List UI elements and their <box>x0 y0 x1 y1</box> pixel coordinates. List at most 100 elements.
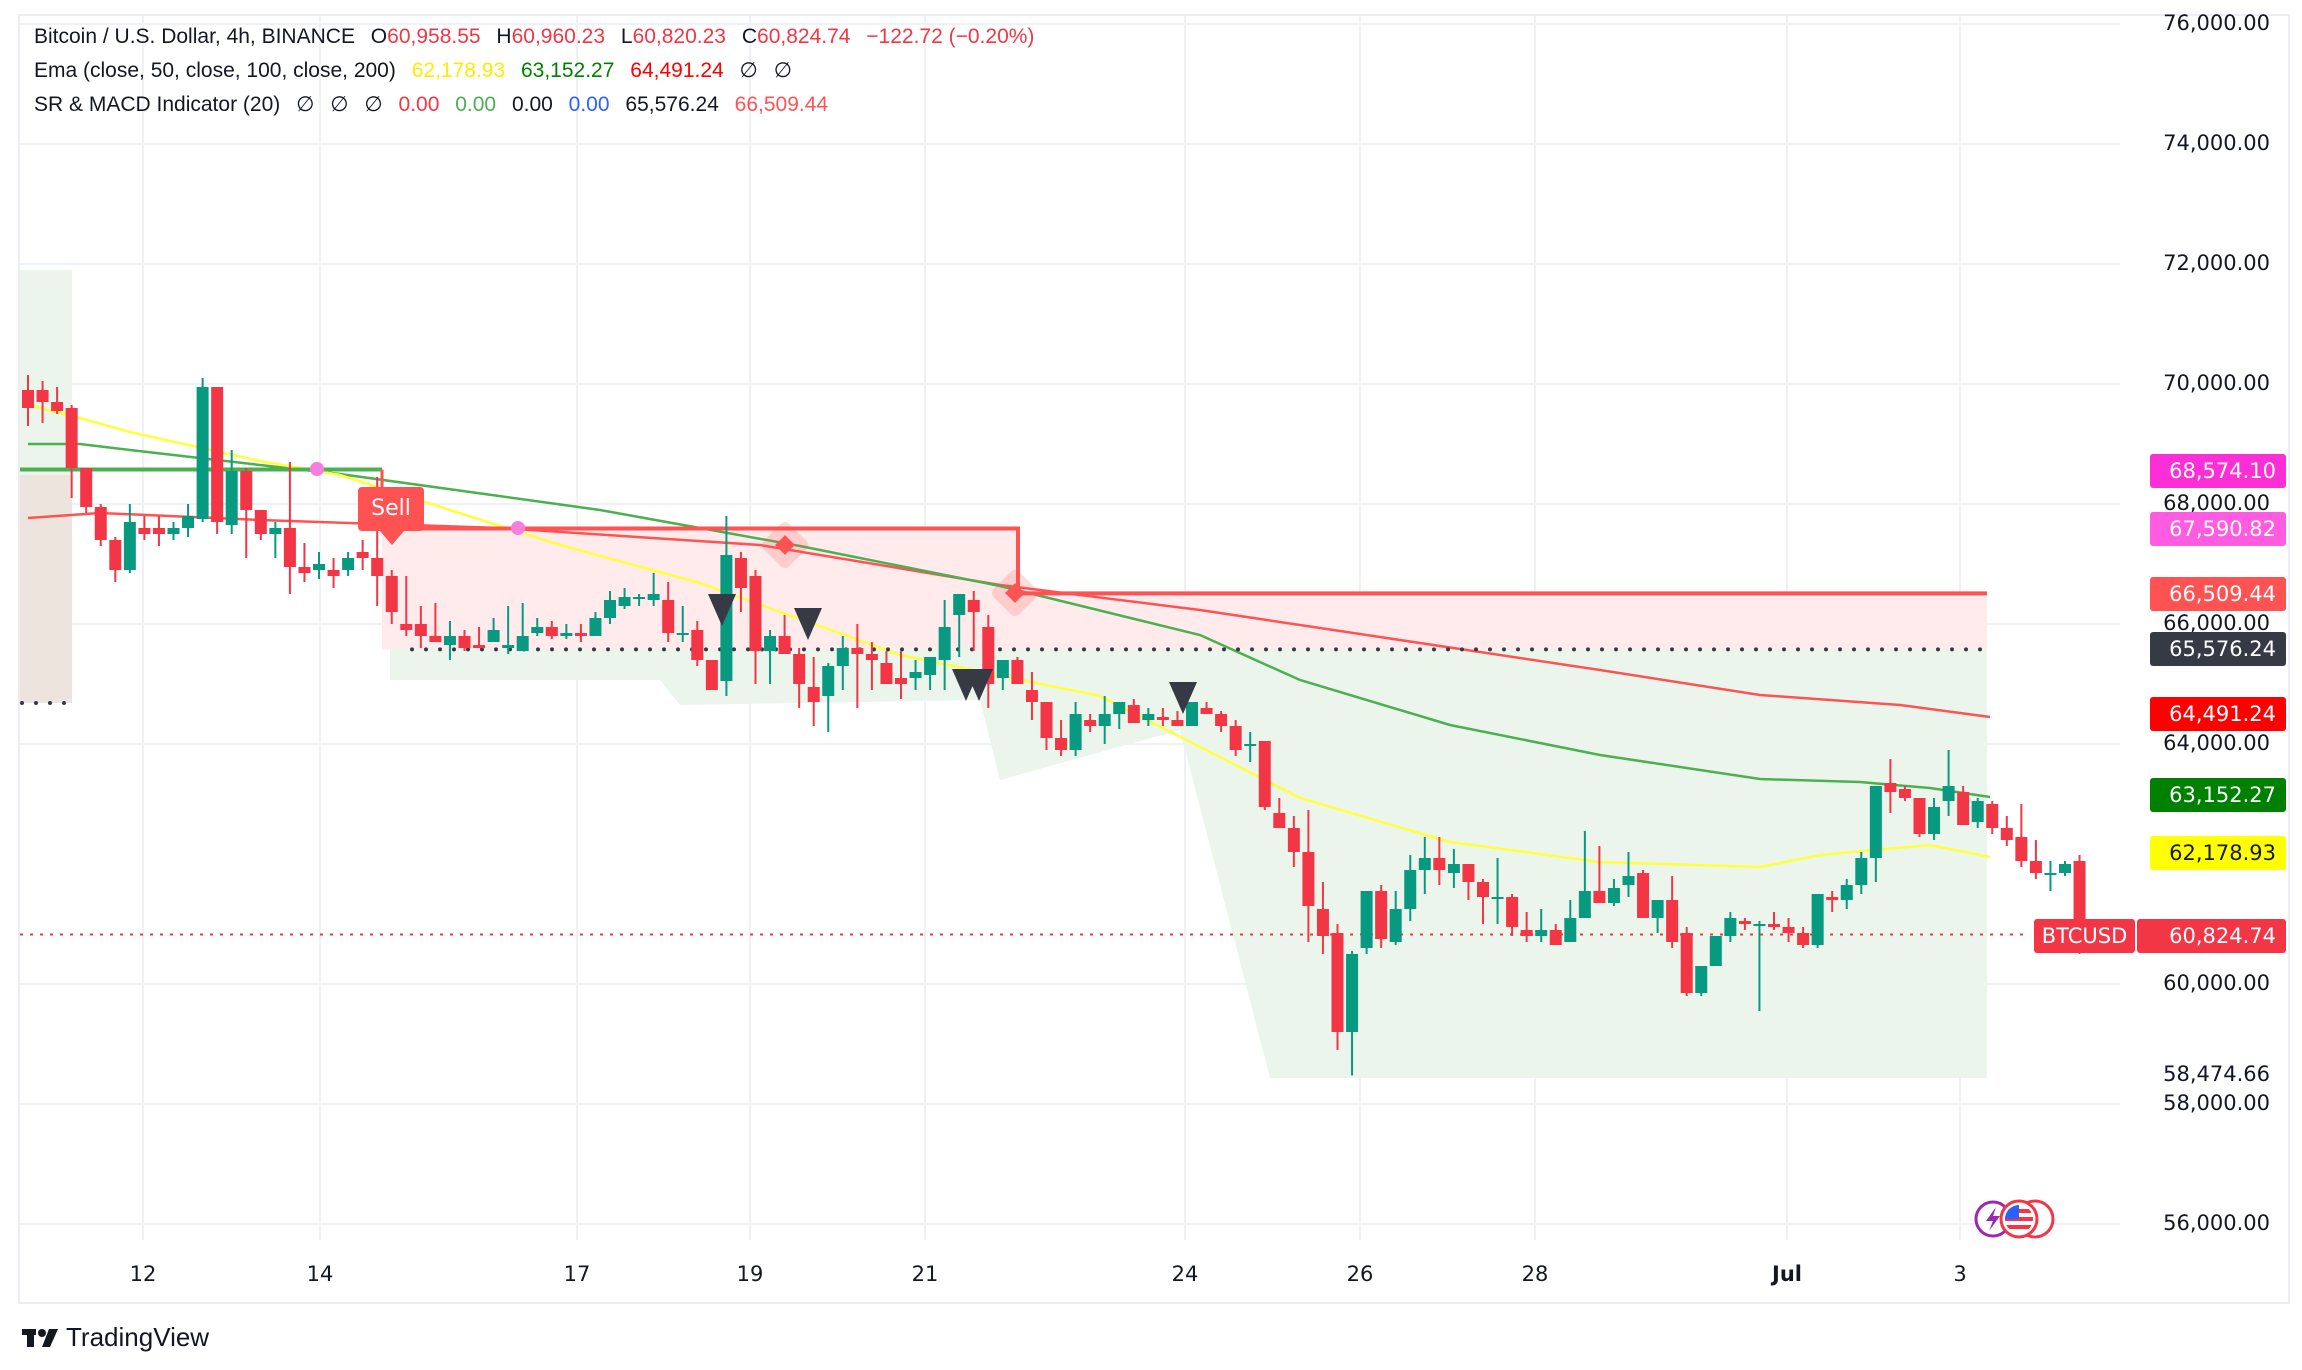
candle-body <box>822 666 835 696</box>
sell-tag-pointer <box>380 531 404 545</box>
tradingview-brand-name: TradingView <box>66 1322 210 1352</box>
candle-body <box>182 516 195 528</box>
candle-body <box>1986 804 1999 828</box>
candle-body <box>487 630 500 642</box>
candle-body <box>400 624 413 630</box>
sell-triangle-icon <box>965 669 993 701</box>
open-label: O <box>370 25 388 48</box>
ema100-line <box>28 442 1991 799</box>
sr-na-value: ∅ <box>330 93 349 116</box>
candle-body <box>1098 714 1111 726</box>
sell-triangle-icon <box>708 594 736 626</box>
candle-body <box>80 468 93 507</box>
candle-body <box>1418 858 1431 870</box>
candle-body <box>2059 864 2071 873</box>
economic-events-icons[interactable] <box>1973 1197 2063 1241</box>
chart-legend: Bitcoin / U.S. Dollar, 4h, BINANCE O60,9… <box>34 20 1044 122</box>
ema100-value: 63,152.27 <box>520 59 615 82</box>
symbol-title[interactable]: Bitcoin / U.S. Dollar, 4h, BINANCE <box>34 25 355 48</box>
candle-body <box>1622 876 1635 885</box>
candle-body <box>254 510 267 534</box>
sr-na-value: ∅ <box>364 93 383 116</box>
price-tick: 74,000.00 <box>2163 131 2270 155</box>
candle-body <box>1928 807 1941 834</box>
candle-body <box>1127 705 1140 723</box>
candle-body <box>1884 783 1897 792</box>
candle-body <box>793 654 806 684</box>
sr-support-value: 65,576.24 <box>625 93 719 116</box>
candle-body <box>211 387 224 522</box>
zone-green <box>390 649 1987 1078</box>
candle-body <box>1011 660 1024 684</box>
close-label: C <box>741 25 758 48</box>
candle-body <box>1826 897 1839 900</box>
candle-body <box>1477 882 1489 897</box>
candle-body <box>502 645 515 648</box>
candle-body <box>589 618 602 636</box>
pivot-dot <box>511 521 525 535</box>
candle-body <box>676 633 689 635</box>
candle-body <box>633 597 646 599</box>
time-tick: Jul <box>1772 1262 1802 1286</box>
candle-body <box>51 402 64 411</box>
candle-body <box>967 600 980 612</box>
candle-body <box>1666 900 1679 942</box>
badge-67590: 67,590.82 <box>2150 512 2286 546</box>
candle-body <box>1491 897 1504 899</box>
candle-body <box>196 387 209 519</box>
price-tick: 68,000.00 <box>2163 491 2270 515</box>
candle-body <box>909 672 922 678</box>
candle-body <box>1738 921 1751 924</box>
candle-body <box>545 627 558 636</box>
candle-body <box>1535 930 1548 936</box>
price-tick: 58,000.00 <box>2163 1091 2270 1115</box>
candle-body <box>1607 888 1620 903</box>
ema-indicator-title[interactable]: Ema (close, 50, close, 100, close, 200) <box>34 59 396 82</box>
legend-ema-row: Ema (close, 50, close, 100, close, 200) … <box>34 54 1044 88</box>
time-tick: 19 <box>736 1262 764 1286</box>
candle-body <box>691 630 704 660</box>
candle-body <box>1898 789 1911 798</box>
candle-body <box>94 507 107 540</box>
price-tick: 66,000.00 <box>2163 611 2270 635</box>
candle-body <box>1171 720 1184 726</box>
candle-body <box>371 558 384 576</box>
candle-body <box>152 528 165 534</box>
candle-body <box>1375 891 1388 939</box>
candle-body <box>662 600 675 633</box>
low-value: 60,820.23 <box>632 25 726 48</box>
badge-support: 65,576.24 <box>2150 632 2286 666</box>
sr-na-value: ∅ <box>296 93 315 116</box>
signal-diamond <box>775 535 795 555</box>
zone-beige <box>20 475 72 703</box>
tradingview-logo[interactable]: TradingView <box>22 1322 209 1353</box>
candle-body <box>1055 738 1068 750</box>
ema50-value: 62,178.93 <box>411 59 506 82</box>
candle-body <box>225 471 238 525</box>
candle-body <box>269 528 282 534</box>
signal-diamond <box>1005 583 1025 603</box>
candle-body <box>647 594 660 600</box>
candle-body <box>1724 918 1737 936</box>
badge-ema50: 62,178.93 <box>2150 836 2286 870</box>
time-tick: 21 <box>911 1262 939 1286</box>
candle-body <box>1244 744 1257 746</box>
sell-signal-label[interactable]: Sell <box>358 487 424 531</box>
candle-body <box>1156 717 1169 720</box>
sr-indicator-title[interactable]: SR & MACD Indicator (20) <box>34 93 281 116</box>
sr-value-3: 0.00 <box>511 93 553 116</box>
candle-body <box>1709 936 1722 966</box>
candle-body <box>414 624 427 636</box>
candle-body <box>865 654 878 660</box>
candle-body <box>749 576 762 651</box>
candle-body <box>1025 690 1038 702</box>
candle-body <box>734 558 747 588</box>
candle-body <box>1389 909 1402 942</box>
zone-green <box>20 270 72 475</box>
open-value: 60,958.55 <box>387 25 481 48</box>
candle-body <box>1040 702 1053 738</box>
candle-body <box>429 636 442 642</box>
badge-ema200: 64,491.24 <box>2150 697 2286 731</box>
candle-body <box>1651 900 1664 918</box>
